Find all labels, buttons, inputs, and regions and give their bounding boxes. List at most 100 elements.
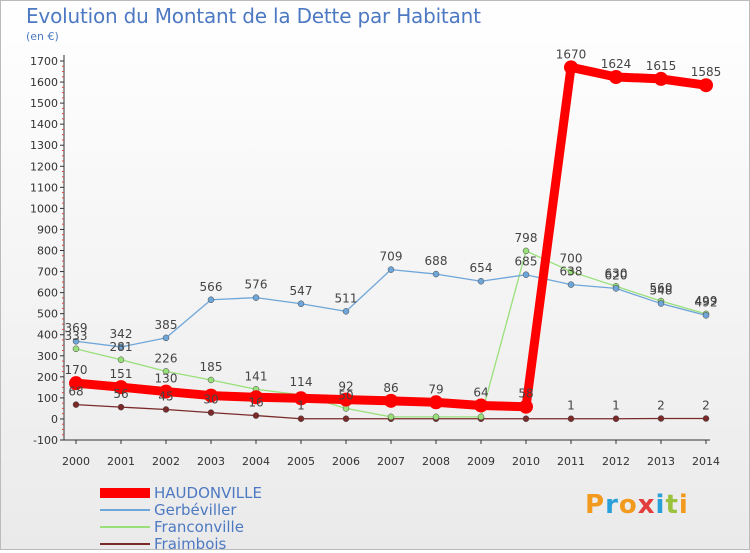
data-label: 50 [338,388,353,402]
data-label: 654 [470,261,493,275]
x-tick-label: 2001 [107,455,135,468]
y-tick-label: 200 [37,371,58,384]
data-label: 685 [515,255,538,269]
data-point [207,409,215,416]
data-label: 492 [695,295,718,309]
legend-label: Fraimbois [154,534,227,553]
data-point [699,78,713,93]
data-label: 1 [297,399,305,413]
data-label: 342 [110,327,133,341]
data-point [654,71,668,86]
data-point [204,388,218,403]
data-label: 16 [248,396,263,410]
y-tick-label: 1000 [30,202,58,215]
data-point [567,281,575,288]
logo-letter: x [637,490,656,520]
data-point [522,415,530,422]
data-point [69,376,83,391]
data-point [522,271,530,278]
logo-letter: o [618,490,638,520]
data-point [207,376,215,384]
y-tick-label: 1700 [30,55,58,68]
data-point [252,294,260,301]
legend-label: Gerbéviller [154,500,237,519]
x-tick-label: 2008 [422,455,450,468]
data-point [477,277,485,285]
legend-swatch [100,542,150,545]
logo-letter: r [605,490,619,520]
y-tick-label: 500 [37,308,58,321]
data-point [114,380,128,395]
data-label: 1585 [691,65,722,79]
legend-item: Gerbéviller [100,500,262,519]
legend-label: Franconville [154,517,244,536]
data-label: 130 [155,372,178,386]
data-point [522,247,530,255]
data-label: 1624 [601,57,632,71]
data-point [387,266,395,273]
data-label: 1670 [556,47,587,61]
data-label: 114 [290,375,313,389]
data-label: 700 [560,252,583,266]
data-point [384,393,398,408]
data-label: 630 [605,266,628,280]
legend-item: Fraimbois [100,534,262,553]
legend-swatch [100,508,150,511]
x-tick-label: 2014 [692,455,720,468]
data-point [702,312,710,319]
data-label: 566 [200,280,223,294]
y-tick-label: 0 [51,413,58,426]
legend: HAUDONVILLE Gerbéviller Franconville Fraimb… [100,483,262,553]
data-label: 709 [380,250,403,264]
x-tick-label: 2006 [332,455,360,468]
data-label: 369 [65,321,88,335]
y-tick-label: 300 [37,350,58,363]
data-point [477,413,485,421]
x-tick-label: 2012 [602,455,630,468]
data-point [117,356,125,364]
x-tick-label: 2005 [287,455,315,468]
legend-label: HAUDONVILLE [154,483,262,502]
data-label: 1 [612,399,620,413]
x-tick-label: 2000 [62,455,90,468]
data-label: 281 [110,340,133,354]
data-label: 1 [567,399,575,413]
data-point [567,268,575,275]
data-point [72,401,80,408]
y-tick-label: 1600 [30,76,58,89]
data-label: 576 [245,278,268,292]
data-label: 30 [203,393,218,407]
data-point [612,285,620,292]
data-point [387,413,395,421]
data-point [117,343,125,351]
data-point [474,398,488,413]
y-tick-label: -100 [33,434,58,447]
data-label: 86 [383,381,398,395]
data-point [297,415,305,422]
data-point [117,403,125,411]
data-point [162,368,170,375]
data-label: 548 [650,284,673,298]
data-label: 638 [560,265,583,279]
y-tick-label: 400 [37,329,58,342]
data-point [612,415,620,422]
y-tick-label: 1500 [30,97,58,110]
x-tick-label: 2003 [197,455,225,468]
y-tick-label: 700 [37,266,58,279]
data-label: 170 [65,363,88,377]
legend-swatch [100,525,150,528]
data-point [72,337,80,345]
legend-swatch [100,487,150,498]
data-point [432,413,440,421]
legend-item: HAUDONVILLE [100,483,262,502]
data-point [159,384,173,399]
x-tick-label: 2013 [647,455,675,468]
data-label: 688 [425,254,448,268]
data-label: 2 [702,399,710,413]
x-tick-label: 2007 [377,455,405,468]
data-label: 92 [338,380,353,394]
data-point [207,296,215,304]
data-label: 560 [650,281,673,295]
data-point [432,270,440,278]
